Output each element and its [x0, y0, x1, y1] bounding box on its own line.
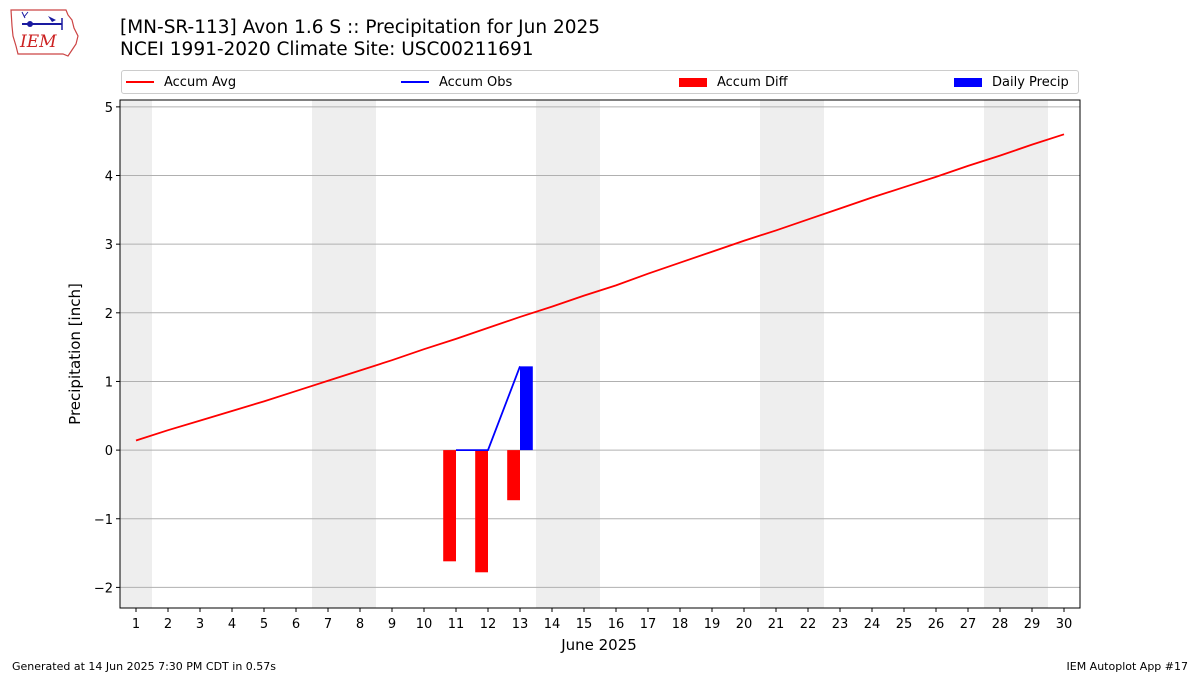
legend-item-accum-diff: Accum Diff: [679, 71, 788, 93]
x-tick-label-22: 22: [800, 617, 817, 632]
logo-text: IEM: [19, 32, 57, 52]
x-tick-label-10: 10: [416, 617, 433, 632]
accum-avg-line: [135, 133, 1065, 442]
y-tick-label-1: 1: [105, 375, 113, 390]
y-tick-label-2: 2: [105, 307, 113, 322]
x-tick-label-3: 3: [196, 617, 204, 632]
x-tick-label-12: 12: [480, 617, 497, 632]
x-tick-label-9: 9: [388, 617, 396, 632]
y-axis-label: Precipitation [inch]: [66, 283, 84, 425]
legend-item-accum-obs: Accum Obs: [401, 71, 512, 93]
legend-label-accum-diff: Accum Diff: [717, 74, 788, 90]
accum-diff-bar-11: [443, 450, 456, 562]
legend-item-daily-precip: Daily Precip: [954, 71, 1069, 93]
x-axis-label: June 2025: [560, 636, 637, 654]
x-tick-label-25: 25: [896, 617, 913, 632]
accum-diff-bar-12: [475, 450, 488, 573]
footer-app: IEM Autoplot App #17: [1066, 660, 1189, 673]
x-tick-label-26: 26: [928, 617, 945, 632]
footer-generated: Generated at 14 Jun 2025 7:30 PM CDT in …: [12, 660, 277, 673]
x-tick-label-4: 4: [228, 617, 236, 632]
y-tick-label-0: 0: [105, 444, 113, 459]
x-tick-label-11: 11: [448, 617, 465, 632]
x-tick-label-19: 19: [704, 617, 721, 632]
legend: Accum Avg Accum Obs Accum Diff Daily Pre…: [121, 70, 1079, 94]
axes: [116, 99, 1081, 612]
accum-obs-line: [456, 366, 521, 452]
weekend-band-2: [536, 100, 600, 608]
x-tick-label-13: 13: [512, 617, 529, 632]
x-tick-label-17: 17: [640, 617, 657, 632]
y-tick-label-3: 3: [105, 238, 113, 253]
legend-swatch-accum-avg: [126, 81, 154, 83]
accum-diff-bar-13: [507, 450, 520, 501]
y-tick-label--1: −1: [94, 513, 113, 528]
plot-frame: [119, 99, 1081, 609]
chart-title: [MN-SR-113] Avon 1.6 S :: Precipitation …: [120, 17, 601, 38]
y-tick-label-4: 4: [105, 170, 113, 185]
weekend-band-4: [984, 100, 1048, 608]
legend-label-accum-avg: Accum Avg: [164, 74, 237, 90]
x-tick-label-1: 1: [132, 617, 140, 632]
x-tick-label-14: 14: [544, 617, 561, 632]
legend-swatch-accum-obs: [401, 81, 429, 83]
legend-swatch-daily-precip: [954, 77, 982, 87]
x-tick-label-23: 23: [832, 617, 849, 632]
daily-precip-bar-13: [520, 366, 533, 451]
legend-item-accum-avg: Accum Avg: [126, 71, 236, 93]
x-tick-label-27: 27: [960, 617, 977, 632]
x-tick-label-8: 8: [356, 617, 364, 632]
x-tick-label-24: 24: [864, 617, 881, 632]
x-tick-label-18: 18: [672, 617, 689, 632]
x-tick-label-30: 30: [1056, 617, 1073, 632]
chart-subtitle: NCEI 1991-2020 Climate Site: USC00211691: [120, 39, 534, 60]
line-series: [135, 133, 1065, 452]
bar-series: [443, 366, 533, 573]
x-tick-label-16: 16: [608, 617, 625, 632]
weekend-band-0: [120, 100, 152, 608]
iem-logo-icon: IEM: [10, 9, 79, 57]
x-tick-label-28: 28: [992, 617, 1009, 632]
legend-label-accum-obs: Accum Obs: [439, 74, 513, 90]
x-tick-label-20: 20: [736, 617, 753, 632]
legend-label-daily-precip: Daily Precip: [992, 74, 1069, 90]
y-tick-label--2: −2: [94, 581, 113, 596]
x-tick-label-7: 7: [324, 617, 332, 632]
grid-lines: [120, 106, 1080, 588]
weekend-shading: [120, 100, 1048, 608]
x-tick-label-5: 5: [260, 617, 268, 632]
y-tick-label-5: 5: [105, 101, 113, 116]
weekend-band-3: [760, 100, 824, 608]
legend-swatch-accum-diff: [679, 77, 707, 87]
x-tick-label-29: 29: [1024, 617, 1041, 632]
x-tick-label-21: 21: [768, 617, 785, 632]
weekend-band-1: [312, 100, 376, 608]
x-tick-label-15: 15: [576, 617, 593, 632]
x-tick-label-6: 6: [292, 617, 300, 632]
x-tick-label-2: 2: [164, 617, 172, 632]
